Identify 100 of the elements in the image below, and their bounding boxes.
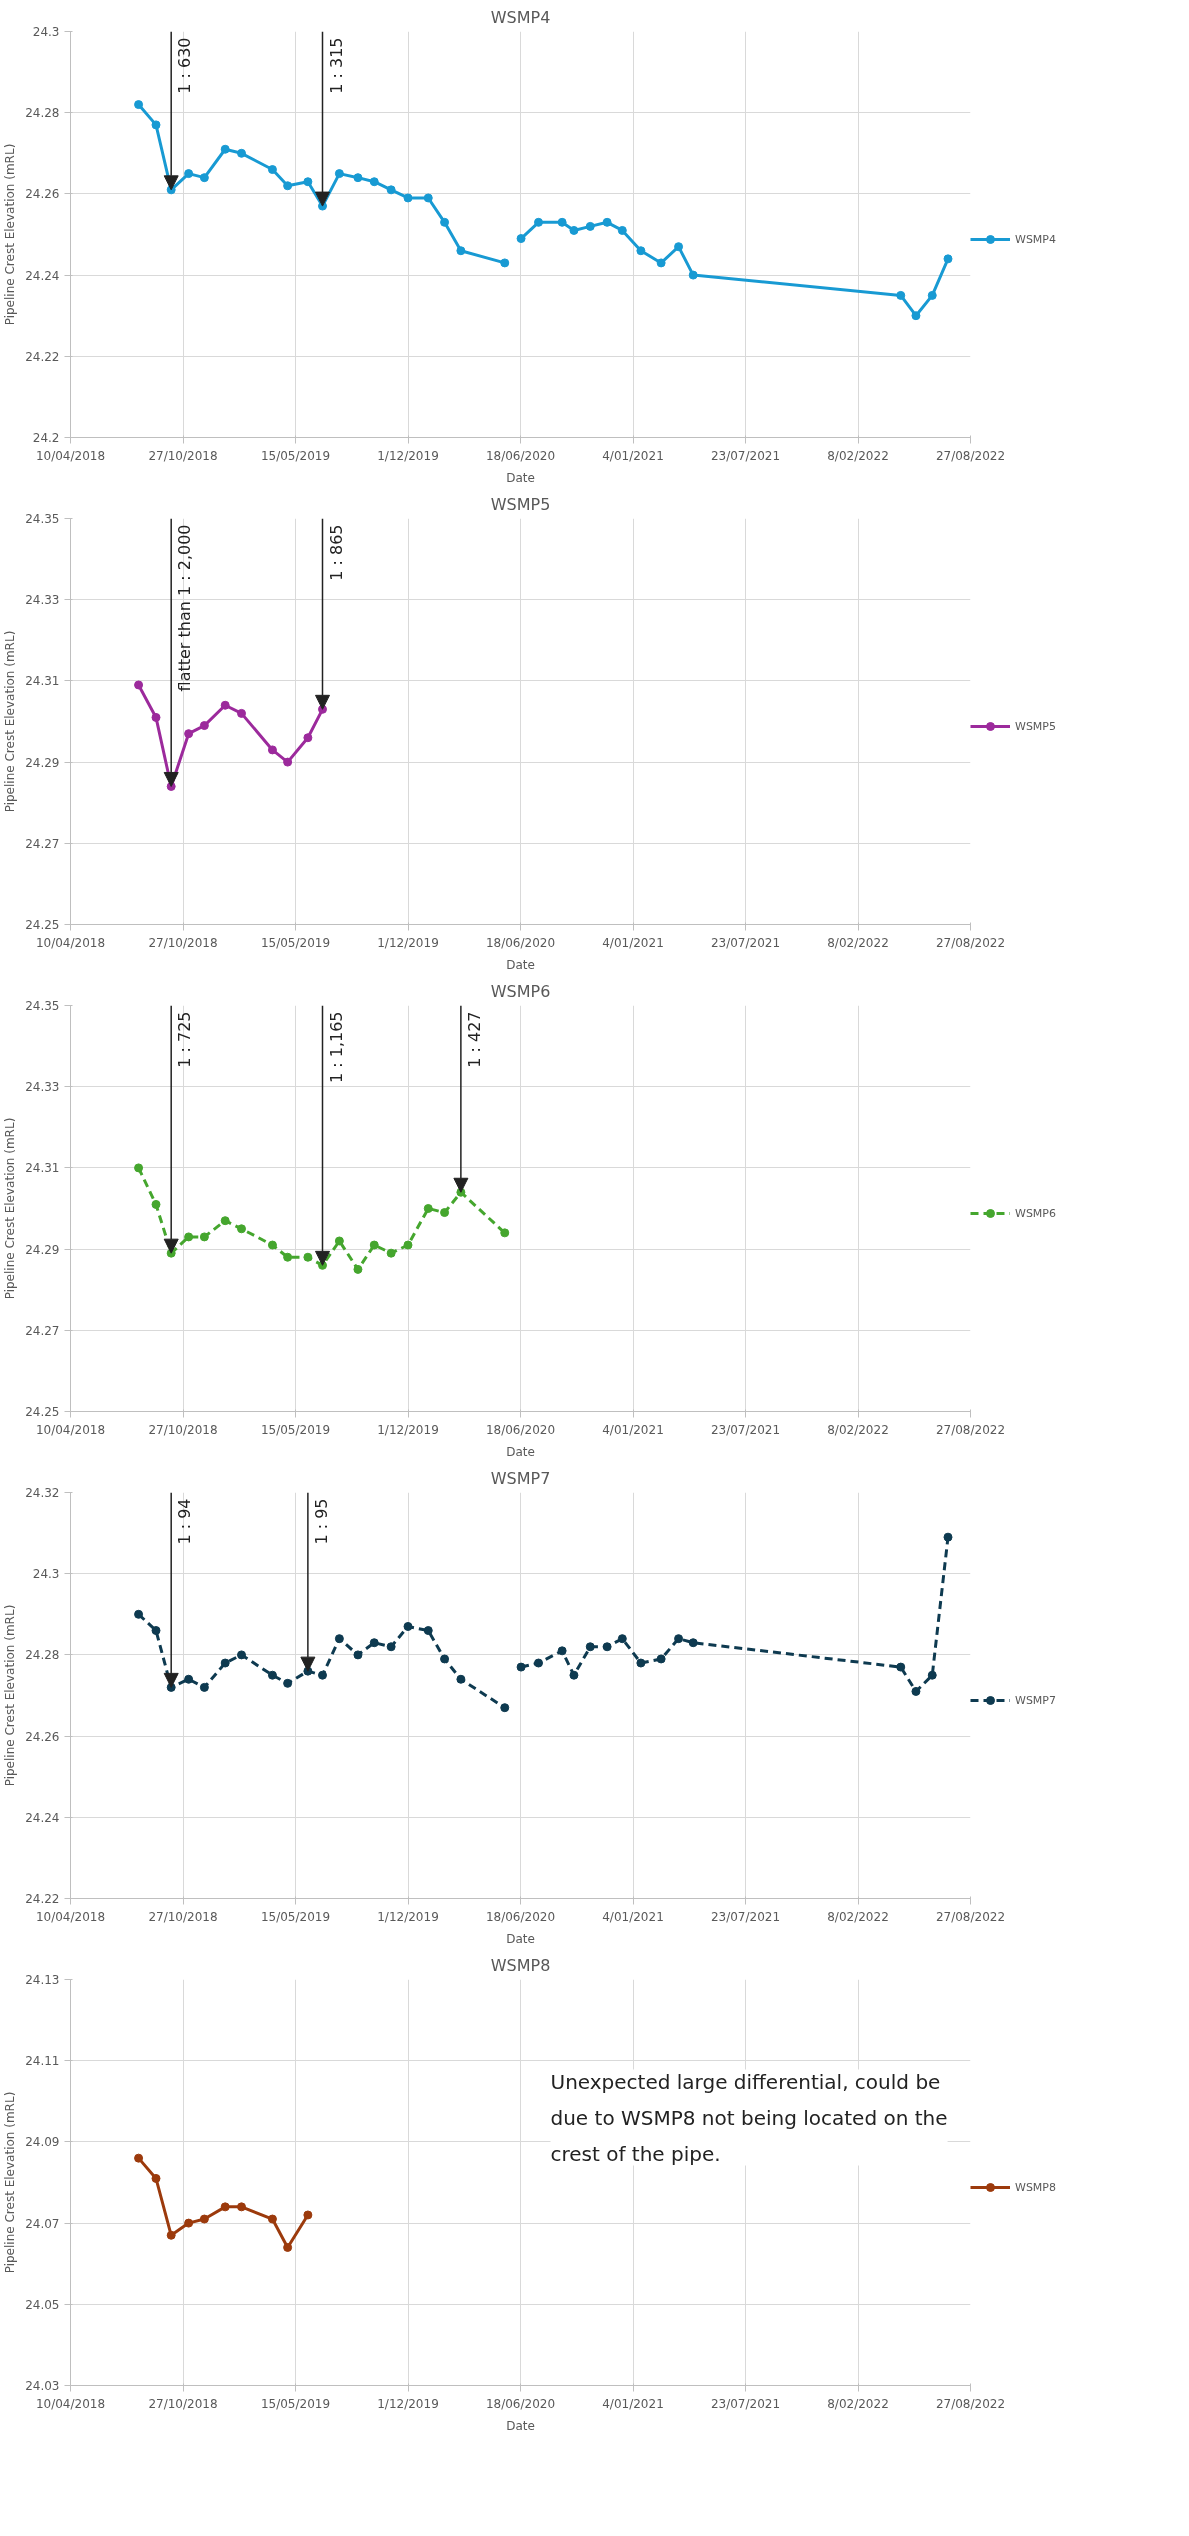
point xyxy=(220,700,230,710)
point xyxy=(456,246,466,256)
point xyxy=(267,2214,277,2224)
point xyxy=(386,185,396,195)
x-tick-label: 27/10/2018 xyxy=(148,935,218,950)
x-tick-label: 10/04/2018 xyxy=(35,935,106,950)
x-tick-label: 10/04/2018 xyxy=(35,2396,106,2411)
annotation: 1 : 865 xyxy=(326,524,346,581)
x-tick-label: 18/06/2020 xyxy=(485,1422,556,1437)
point xyxy=(688,270,698,280)
point xyxy=(334,1634,344,1644)
point xyxy=(151,712,161,722)
point xyxy=(134,100,144,110)
y-tick-label: 24.35 xyxy=(25,999,60,1013)
point xyxy=(557,217,567,227)
y-tick-label: 24.27 xyxy=(25,1323,60,1338)
x-tick-label: 10/04/2018 xyxy=(35,448,106,463)
point xyxy=(267,1670,277,1680)
point xyxy=(267,745,277,755)
point xyxy=(134,680,144,690)
x-axis-title: Date xyxy=(506,957,535,972)
point xyxy=(184,1674,194,1684)
annotation: flatter than 1 : 2,000 xyxy=(175,524,195,692)
x-tick-label: 10/04/2018 xyxy=(35,1909,106,1924)
x-tick-label: 4/01/2021 xyxy=(602,448,664,463)
x-tick-label: 18/06/2020 xyxy=(485,935,556,950)
y-tick-label: 24.3 xyxy=(32,1567,60,1582)
annotation: 1 : 427 xyxy=(464,1011,484,1068)
point xyxy=(334,169,344,179)
x-tick-label: 27/08/2022 xyxy=(935,1422,1006,1437)
point xyxy=(896,290,906,300)
point xyxy=(267,165,277,175)
x-tick-label: 27/10/2018 xyxy=(148,2396,218,2411)
point xyxy=(617,225,627,235)
y-tick-label: 24.33 xyxy=(25,1080,60,1095)
y-tick-label: 24.31 xyxy=(25,1161,60,1176)
x-tick-label: 1/12/2019 xyxy=(377,1909,439,1924)
point xyxy=(318,1670,327,1680)
point xyxy=(557,1646,567,1656)
point xyxy=(602,217,612,227)
y-tick-label: 24.13 xyxy=(25,1973,60,1987)
point xyxy=(386,1248,396,1258)
point xyxy=(617,1634,627,1644)
point xyxy=(334,1236,344,1246)
y-axis-title: Pipeline Crest Elevation (mRL) xyxy=(3,1604,18,1787)
point xyxy=(403,1621,413,1631)
point xyxy=(369,177,379,187)
point xyxy=(911,1686,921,1696)
y-tick-label: 24.27 xyxy=(25,836,60,851)
y-tick-label: 24.28 xyxy=(25,106,60,121)
point xyxy=(220,2202,230,2212)
x-tick-label: 1/12/2019 xyxy=(377,1422,439,1437)
point xyxy=(199,2214,209,2224)
y-tick-label: 24.28 xyxy=(25,1648,60,1663)
point xyxy=(237,708,246,718)
y-axis-title: Pipeline Crest Elevation (mRL) xyxy=(3,2091,18,2274)
legend-label: WSMP6 xyxy=(1015,1206,1056,1220)
x-tick-label: 27/10/2018 xyxy=(148,448,218,463)
point xyxy=(184,2218,194,2228)
point xyxy=(423,1204,433,1213)
x-tick-label: 8/02/2022 xyxy=(827,1909,889,1924)
y-axis-title: Pipeline Crest Elevation (mRL) xyxy=(3,143,18,326)
x-axis-title: Date xyxy=(506,470,535,485)
x-tick-label: 18/06/2020 xyxy=(485,448,556,463)
y-tick-label: 24.09 xyxy=(25,2135,60,2150)
point xyxy=(237,1224,246,1234)
legend-label: WSMP8 xyxy=(1015,2180,1056,2194)
y-tick-label: 24.05 xyxy=(25,2297,60,2312)
y-tick-label: 24.32 xyxy=(25,1486,60,1500)
legend-label: WSMP5 xyxy=(1015,719,1056,733)
point xyxy=(456,1674,466,1684)
legend-label: WSMP7 xyxy=(1015,1693,1056,1707)
chart-title: WSMP8 xyxy=(490,1955,551,1975)
point xyxy=(237,1650,246,1660)
y-tick-label: 24.29 xyxy=(25,1242,60,1257)
y-tick-label: 24.35 xyxy=(25,512,60,526)
y-tick-label: 24.31 xyxy=(25,674,60,689)
y-tick-label: 24.26 xyxy=(25,187,60,202)
y-tick-label: 24.25 xyxy=(25,918,60,932)
x-tick-label: 8/02/2022 xyxy=(827,1422,889,1437)
point xyxy=(927,1670,937,1680)
point xyxy=(283,1678,293,1688)
y-tick-label: 24.07 xyxy=(25,2216,60,2231)
y-tick-label: 24.33 xyxy=(25,593,60,608)
point xyxy=(927,290,937,300)
point xyxy=(440,1208,450,1218)
x-tick-label: 27/08/2022 xyxy=(935,2396,1006,2411)
x-tick-label: 8/02/2022 xyxy=(827,935,889,950)
point xyxy=(500,258,510,268)
y-tick-label: 24.2 xyxy=(32,431,60,445)
chart-title: WSMP7 xyxy=(490,1468,551,1488)
x-axis-title: Date xyxy=(506,1931,535,1946)
x-tick-label: 18/06/2020 xyxy=(485,1909,556,1924)
point xyxy=(199,721,209,731)
point xyxy=(134,1163,144,1173)
point xyxy=(134,2153,144,2163)
x-tick-label: 15/05/2019 xyxy=(260,448,331,463)
point xyxy=(369,1638,379,1648)
annotation: 1 : 630 xyxy=(175,37,195,94)
x-tick-label: 15/05/2019 xyxy=(260,935,331,950)
